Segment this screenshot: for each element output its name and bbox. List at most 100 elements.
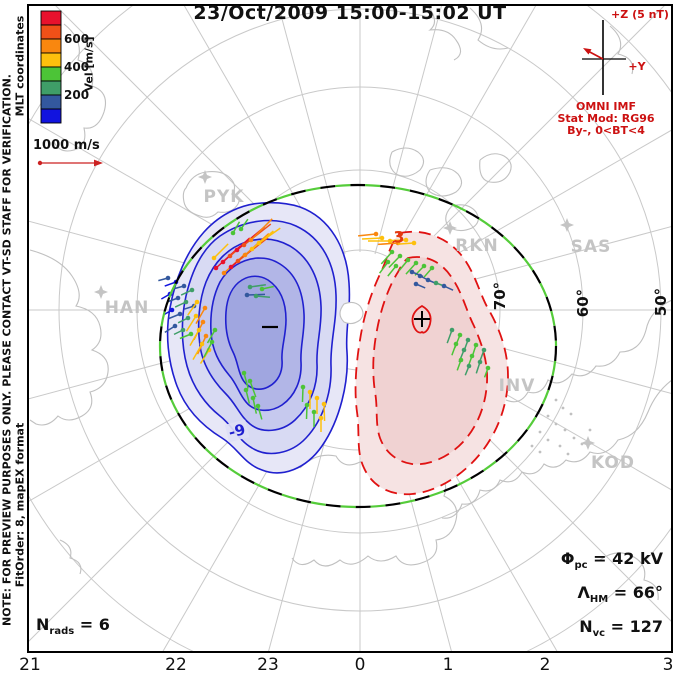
potential-cells <box>166 201 509 496</box>
imf-vector-arrowhead <box>583 48 592 55</box>
colorbar-segment <box>40 52 62 68</box>
coast-arctic-islands <box>389 147 512 232</box>
velocity-vector-tail <box>250 218 273 241</box>
velocity-vector-dot <box>457 332 463 338</box>
velocity-vector-dot <box>242 252 248 258</box>
velocity-vector-tail <box>252 397 258 414</box>
mlt-axis-label: 1 <box>442 655 454 674</box>
reference-vector-arrowhead <box>94 159 103 167</box>
stat-lambda-hm: ΛHM = 66° <box>577 583 663 605</box>
velocity-vector-dot <box>255 403 261 409</box>
station-label-rkn: RKN <box>455 236 499 256</box>
island-dot <box>566 452 570 456</box>
mlt-axis-label: 2 <box>539 655 551 674</box>
velocity-vector-tail <box>258 227 281 244</box>
velocity-vector-dot <box>180 327 186 333</box>
radar-station-marker <box>94 285 108 299</box>
hm-boundary-green-dashes <box>158 183 558 509</box>
velocity-vector-tail <box>377 242 399 246</box>
velocity-vector-dot <box>177 311 183 317</box>
colorbar-tick-label: 600 <box>64 32 90 46</box>
velocity-vector-dot <box>485 365 491 371</box>
velocity-vector-dot <box>203 333 209 339</box>
stat-value: = 6 <box>74 615 110 634</box>
velocity-vector-dot <box>405 257 411 263</box>
velocity-vector-dot <box>220 259 226 265</box>
velocity-vector-tail <box>380 251 393 265</box>
velocity-vector-dot <box>385 259 391 265</box>
velocity-vector-tail <box>245 389 251 404</box>
velocity-vector-dot <box>403 237 409 243</box>
velocity-vector-dot <box>238 226 244 232</box>
velocity-vector-tail <box>358 233 377 237</box>
velocity-vector-dot <box>397 253 403 259</box>
velocity-vector-tail <box>189 329 200 346</box>
velocity-vector-dot <box>211 255 217 261</box>
velocity-vector-dot <box>425 277 431 283</box>
velocity-vector-dot <box>481 347 487 353</box>
positive-cell-contour-2 <box>372 256 488 466</box>
radar-station-marker <box>198 170 212 184</box>
positive-contour-label: 3 <box>393 227 405 247</box>
colorbar-segment <box>40 66 62 82</box>
mlt-meridian <box>374 5 443 255</box>
reference-vector <box>37 159 103 167</box>
colorbar-tick-label: 200 <box>64 88 90 102</box>
velocity-vector-dot <box>421 263 427 269</box>
preview-note: NOTE: FOR PREVIEW PURPOSES ONLY. PLEASE … <box>0 74 14 626</box>
velocity-vector-tail <box>243 372 249 389</box>
velocity-vector-dot <box>321 401 327 407</box>
island-dot <box>572 436 576 440</box>
radar-station-marker <box>443 221 457 235</box>
velocity-vector-dot <box>165 275 171 281</box>
island-dot <box>546 414 550 418</box>
stat-subscript: vc <box>592 628 606 640</box>
stat-subscript: pc <box>574 560 588 572</box>
island-dot <box>554 422 558 426</box>
imf-source-label: OMNI IMF <box>576 100 636 113</box>
velocity-vector-dot <box>259 286 265 292</box>
station-label-kod: KOD <box>591 453 635 473</box>
velocity-vector-dot <box>318 415 324 421</box>
velocity-vector-dot <box>189 287 195 293</box>
velocity-vector-dot <box>183 299 189 305</box>
velocity-vector-dot <box>230 230 236 236</box>
stat-symbol: N <box>36 615 50 634</box>
island-dot <box>554 398 558 402</box>
aleutian-island-dots <box>530 398 592 456</box>
velocity-vector-dot <box>413 260 419 266</box>
velocity-vector-dot <box>433 280 439 286</box>
velocity-vector-dot <box>461 347 467 353</box>
velocity-vector-tail <box>206 329 216 344</box>
coast-iceland <box>182 171 240 218</box>
coast-greenland <box>53 23 107 152</box>
mlt-meridian <box>409 129 672 282</box>
velocity-vector-dot <box>417 273 423 279</box>
coast-siberia <box>427 5 634 75</box>
stat-subscript: rads <box>49 626 75 638</box>
mlt-axis-label: 23 <box>257 655 279 674</box>
velocity-vector-tail <box>361 237 383 240</box>
velocity-vector-dot <box>199 341 205 347</box>
mlt-axis-label: 0 <box>354 655 366 674</box>
velocity-vector-dot <box>449 327 455 333</box>
velocity-vector-dot <box>256 240 262 246</box>
stat-symbol: N <box>579 617 593 636</box>
latitude-label: 50° <box>652 287 670 317</box>
radar-station-marker <box>560 218 574 232</box>
plot-title: 23/Oct/2009 15:00-15:02 UT <box>193 2 507 24</box>
velocity-vector-dot <box>311 409 317 415</box>
negative-cell-contour-5 <box>224 275 287 390</box>
velocity-vector-dot <box>473 342 479 348</box>
velocity-vector-dot <box>202 305 208 311</box>
velocity-vector-tail <box>249 284 266 288</box>
fit-order-note: FitOrder: 8, mapEX format <box>13 422 27 588</box>
velocity-vector-dot <box>249 246 255 252</box>
colorbar-segment <box>40 80 62 96</box>
velocity-vector-dot <box>477 359 483 365</box>
velocity-colorbar <box>40 10 62 124</box>
velocity-vector-dot <box>465 337 471 343</box>
velocity-vector-dot <box>244 292 250 298</box>
